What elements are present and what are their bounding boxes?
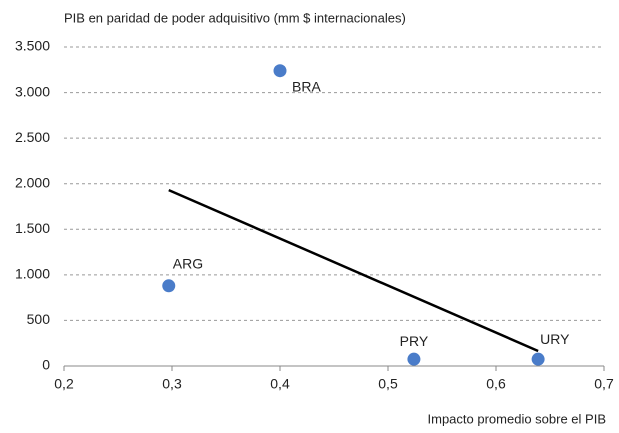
point (407, 352, 421, 366)
y-tick-label: 3.000 (15, 83, 50, 99)
point-label: ARG (173, 255, 203, 271)
point-label: PRY (400, 333, 429, 349)
y-tick-label: 1.500 (15, 220, 50, 236)
point (273, 64, 287, 78)
x-tick-label: 0,7 (594, 376, 614, 392)
point (531, 352, 545, 366)
x-tick-label: 0,3 (162, 376, 182, 392)
y-tick-label: 500 (27, 311, 51, 327)
y-tick-label: 0 (42, 357, 50, 373)
y-tick-label: 1.000 (15, 266, 50, 282)
x-tick-label: 0,6 (486, 376, 506, 392)
y-tick-label: 3.500 (15, 38, 50, 54)
x-tick-label: 0,4 (270, 376, 290, 392)
y-tick-label: 2.000 (15, 174, 50, 190)
y-tick-label: 2.500 (15, 129, 50, 145)
x-axis-title: Impacto promedio sobre el PIB (428, 411, 606, 426)
x-tick-label: 0,5 (378, 376, 398, 392)
y-axis-title: PIB en paridad de poder adquisitivo (mm … (64, 10, 406, 25)
point-label: BRA (292, 78, 321, 94)
point (162, 279, 176, 293)
trend-line (168, 188, 539, 353)
point-label: URY (540, 331, 570, 347)
x-tick-label: 0,2 (54, 376, 74, 392)
